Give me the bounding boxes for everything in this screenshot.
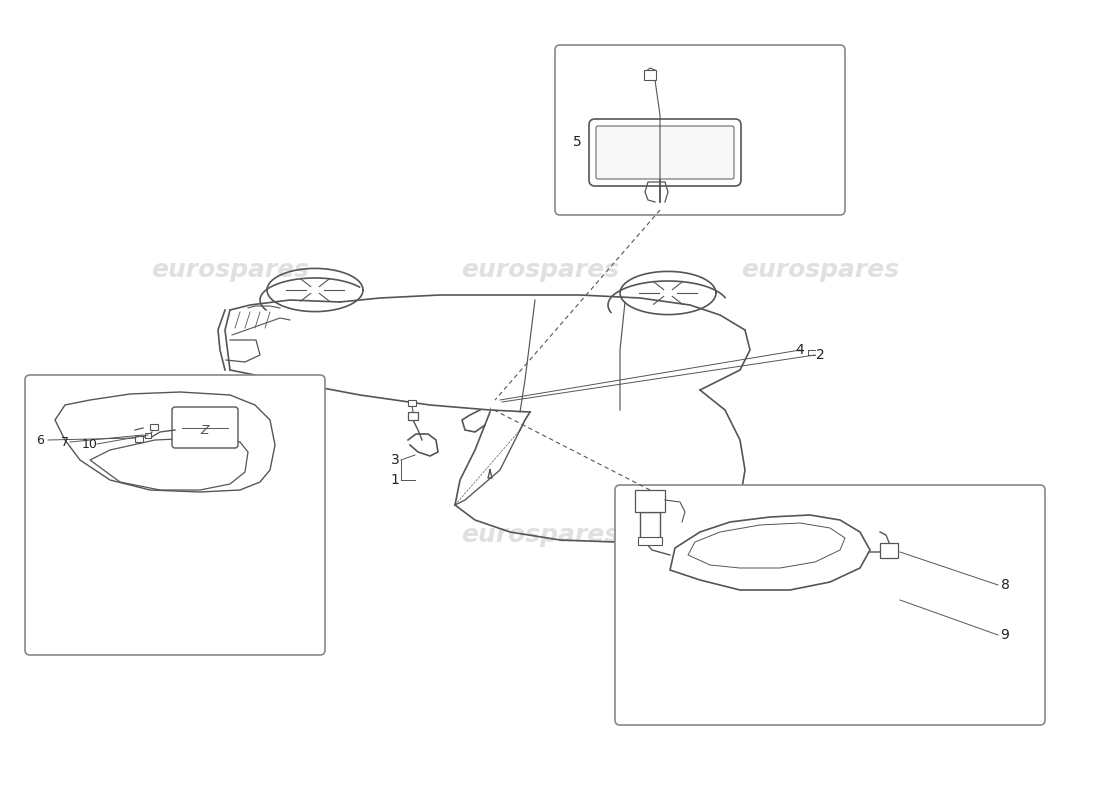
FancyBboxPatch shape	[588, 119, 741, 186]
Bar	[150, 424, 158, 430]
Text: 2: 2	[815, 348, 824, 362]
Text: 9: 9	[1001, 628, 1010, 642]
Text: eurospares: eurospares	[151, 258, 309, 282]
Text: 4: 4	[795, 343, 804, 357]
Bar	[635, 490, 666, 512]
Text: eurospares: eurospares	[461, 523, 619, 547]
Text: 3: 3	[390, 453, 399, 467]
Text: Z: Z	[200, 423, 209, 437]
FancyBboxPatch shape	[25, 375, 324, 655]
FancyBboxPatch shape	[556, 45, 845, 215]
Text: 8: 8	[1001, 578, 1010, 592]
Bar	[145, 433, 151, 438]
Bar	[408, 400, 416, 406]
Bar	[880, 543, 898, 558]
Text: 1: 1	[390, 473, 399, 487]
Text: eurospares: eurospares	[741, 523, 899, 547]
Text: 7: 7	[60, 435, 69, 449]
Text: 5: 5	[573, 135, 582, 149]
Text: 6: 6	[36, 434, 44, 446]
FancyBboxPatch shape	[596, 126, 734, 179]
Bar	[644, 70, 656, 80]
Bar	[408, 412, 418, 420]
Text: eurospares: eurospares	[151, 523, 309, 547]
Bar	[638, 537, 662, 545]
Text: eurospares: eurospares	[461, 258, 619, 282]
Bar	[135, 436, 143, 442]
Text: 10: 10	[82, 438, 98, 450]
FancyBboxPatch shape	[172, 407, 238, 448]
Text: eurospares: eurospares	[741, 258, 899, 282]
FancyBboxPatch shape	[615, 485, 1045, 725]
Bar	[640, 512, 660, 540]
